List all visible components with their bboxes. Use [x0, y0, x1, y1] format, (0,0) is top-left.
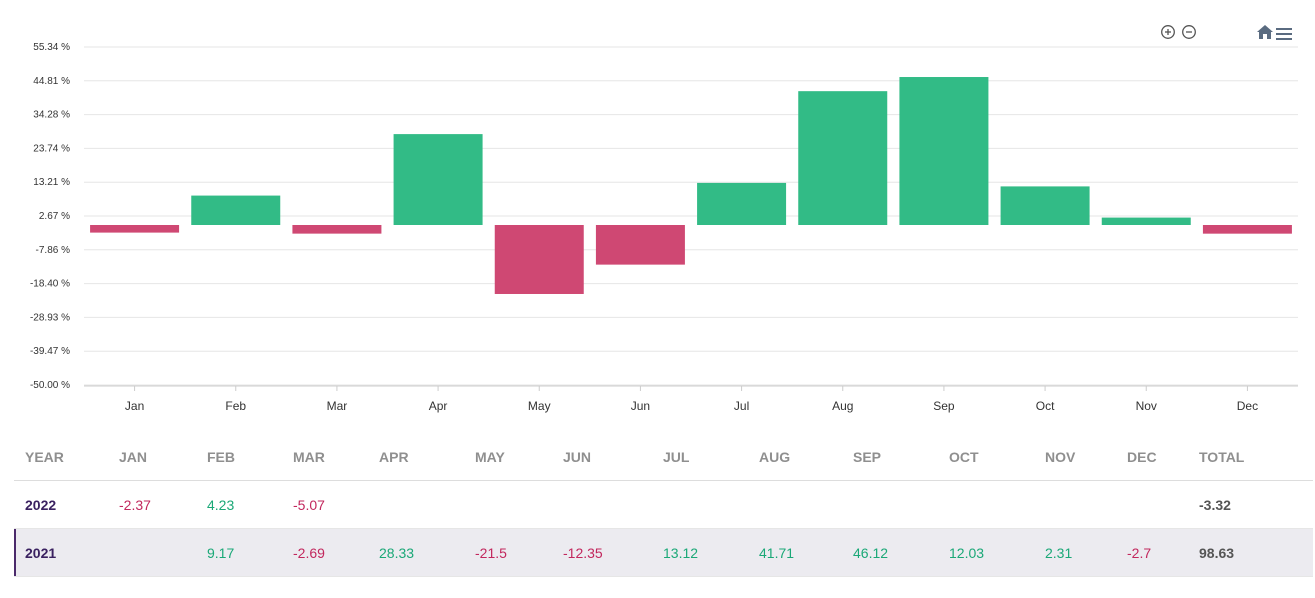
month-return-cell: 4.23	[207, 496, 235, 513]
month-return-cell: -21.5	[475, 528, 563, 577]
table-row[interactable]: 2022 -2.37 4.23 -5.07 -3.32	[14, 481, 1313, 529]
month-return-cell	[563, 481, 663, 529]
column-header-dec[interactable]: DEC	[1127, 433, 1199, 481]
y-tick-label: -50.00 %	[30, 380, 70, 391]
bar-feb[interactable]	[191, 195, 281, 225]
x-tick-label: Nov	[1136, 399, 1157, 413]
month-return-cell	[949, 481, 1045, 529]
year-cell: 2021	[14, 528, 119, 577]
zoom-out-icon[interactable]	[1181, 24, 1197, 45]
y-tick-label: 2.67 %	[39, 211, 70, 222]
x-tick-label: May	[528, 399, 551, 413]
home-icon[interactable]	[1256, 24, 1274, 45]
x-tick-label: Jan	[125, 399, 144, 413]
column-header-feb[interactable]: FEB	[207, 433, 293, 481]
month-return-cell: -2.7	[1127, 528, 1199, 577]
y-tick-label: 44.81 %	[33, 76, 70, 87]
y-tick-label: -28.93 %	[30, 312, 70, 323]
bar-jan[interactable]	[90, 225, 180, 233]
column-header-sep[interactable]: SEP	[853, 433, 949, 481]
x-tick-label: Jul	[734, 399, 749, 413]
bar-oct[interactable]	[1000, 186, 1090, 225]
y-tick-label: 55.34 %	[33, 42, 70, 53]
month-return-cell: 13.12	[663, 528, 759, 577]
column-header-year[interactable]: YEAR	[14, 433, 119, 481]
bar-chart: 55.34 % 44.81 % 34.28 % 23.74 % 13.21 % 2.67 …	[30, 42, 1298, 413]
year-cell: 2022	[25, 496, 57, 513]
month-return-cell: 2.31	[1045, 528, 1127, 577]
month-return-cell: 12.03	[949, 528, 1045, 577]
x-tick-label: Jun	[631, 399, 650, 413]
month-return-cell: -2.69	[293, 528, 379, 577]
month-return-cell	[853, 481, 949, 529]
column-header-jul[interactable]: JUL	[663, 433, 759, 481]
column-header-apr[interactable]: APR	[379, 433, 475, 481]
month-return-cell: -5.07	[293, 496, 325, 513]
zoom-in-icon[interactable]	[1160, 24, 1176, 45]
bar-apr[interactable]	[393, 134, 483, 225]
x-tick-label: Apr	[429, 399, 448, 413]
x-tick-label: Dec	[1237, 399, 1258, 413]
bar-may[interactable]	[494, 225, 584, 294]
month-return-cell: 41.71	[759, 528, 853, 577]
month-return-cell: 28.33	[379, 528, 475, 577]
y-tick-label: 34.28 %	[33, 110, 70, 121]
month-return-cell	[119, 528, 207, 577]
monthly-returns-table: YEAR JAN FEB MAR APR MAY JUN JUL AUG SEP OCT NOV DEC…	[14, 433, 1313, 577]
column-header-nov[interactable]: NOV	[1045, 433, 1127, 481]
table-row[interactable]: 2021 9.17 -2.69 28.33 -21.5 -12.35 13.12 41.71 4…	[14, 528, 1313, 577]
month-return-cell	[1127, 481, 1199, 529]
bar-aug[interactable]	[798, 91, 888, 225]
bar-jul[interactable]	[697, 182, 787, 225]
table-body: 2022 -2.37 4.23 -5.07 -3.32 2021 9.17 -2.69 28.3…	[14, 481, 1313, 577]
y-tick-label: 23.74 %	[33, 143, 70, 154]
column-header-aug[interactable]: AUG	[759, 433, 853, 481]
x-tick-label: Feb	[225, 399, 246, 413]
total-cell: -3.32	[1199, 496, 1231, 513]
month-return-cell	[663, 481, 759, 529]
month-return-cell	[379, 481, 475, 529]
column-header-mar[interactable]: MAR	[293, 433, 379, 481]
y-tick-label: 13.21 %	[33, 177, 70, 188]
bar-dec[interactable]	[1202, 225, 1292, 234]
menu-icon[interactable]	[1276, 27, 1292, 45]
month-return-cell: -12.35	[563, 528, 663, 577]
y-tick-label: -39.47 %	[30, 346, 70, 357]
x-tick-label: Mar	[327, 399, 348, 413]
column-header-oct[interactable]: OCT	[949, 433, 1045, 481]
bar-sep[interactable]	[899, 77, 989, 225]
month-return-cell: 9.17	[207, 528, 293, 577]
bar-jun[interactable]	[595, 225, 685, 265]
table-header-row: YEAR JAN FEB MAR APR MAY JUN JUL AUG SEP OCT NOV DEC…	[14, 433, 1313, 481]
x-tick-label: Sep	[933, 399, 955, 413]
x-tick-label: Aug	[832, 399, 853, 413]
bar-mar[interactable]	[292, 225, 382, 234]
month-return-cell: 46.12	[853, 528, 949, 577]
column-header-jun[interactable]: JUN	[563, 433, 663, 481]
chart-area: 55.34 % 44.81 % 34.28 % 23.74 % 13.21 % 2.67 …	[30, 24, 1298, 413]
column-header-jan[interactable]: JAN	[119, 433, 207, 481]
bar-nov[interactable]	[1101, 217, 1191, 225]
month-return-cell	[759, 481, 853, 529]
y-tick-label: -7.86 %	[36, 245, 71, 256]
y-tick-label: -18.40 %	[30, 279, 70, 290]
column-header-may[interactable]: MAY	[475, 433, 563, 481]
x-tick-label: Oct	[1036, 399, 1055, 413]
total-cell: 98.63	[1199, 528, 1313, 577]
month-return-cell	[1045, 481, 1127, 529]
column-header-total[interactable]: TOTAL	[1199, 433, 1313, 481]
month-return-cell: -2.37	[119, 496, 151, 513]
month-return-cell	[475, 481, 563, 529]
